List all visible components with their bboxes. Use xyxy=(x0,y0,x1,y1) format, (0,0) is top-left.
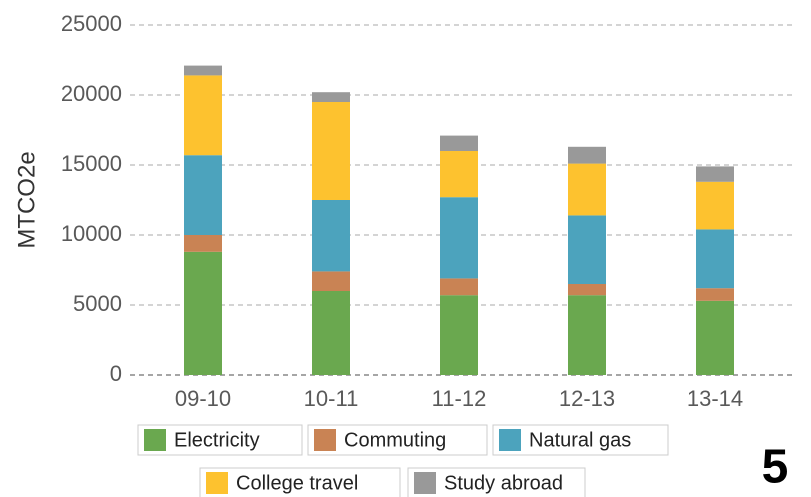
bar-segment xyxy=(696,181,734,230)
bar-segment xyxy=(568,163,606,216)
legend-swatch xyxy=(314,429,336,451)
bar-segment xyxy=(568,146,606,164)
y-tick-label: 15000 xyxy=(61,151,122,176)
bar-segment xyxy=(184,75,222,156)
legend-swatch xyxy=(499,429,521,451)
legend-label: Study abroad xyxy=(444,472,563,494)
bar-segment xyxy=(184,65,222,76)
x-tick-label: 09-10 xyxy=(175,386,231,411)
legend-swatch xyxy=(206,472,228,494)
bar-segment xyxy=(568,215,606,284)
bar-segment xyxy=(696,300,734,375)
legend-box xyxy=(199,467,401,497)
x-tick-label: 13-14 xyxy=(687,386,743,411)
y-tick-label: 0 xyxy=(110,361,122,386)
bar-segment xyxy=(696,229,734,289)
x-tick-label: 10-11 xyxy=(304,386,359,411)
legend-swatch xyxy=(414,472,436,494)
legend-box xyxy=(407,467,586,497)
bar-segment xyxy=(568,295,606,375)
bar-segment xyxy=(440,197,478,279)
legend-label: Natural gas xyxy=(529,429,631,451)
bar-segment xyxy=(184,155,222,235)
bar-segment xyxy=(184,235,222,252)
legend-label: Electricity xyxy=(174,429,260,451)
bar-segment xyxy=(696,288,734,301)
legend-box xyxy=(307,424,488,456)
bar-segment xyxy=(312,271,350,291)
annotation: 5 xyxy=(762,441,789,494)
bar-segment xyxy=(184,251,222,375)
legend-label: Commuting xyxy=(344,429,446,451)
bar-segment xyxy=(312,92,350,102)
y-tick-label: 5000 xyxy=(73,291,122,316)
y-axis-label: MTCO2e xyxy=(13,151,40,248)
x-tick-label: 11-12 xyxy=(432,386,487,411)
bar-segment xyxy=(440,278,478,296)
y-tick-label: 10000 xyxy=(61,221,122,246)
bar-segment xyxy=(440,295,478,375)
legend-label: College travel xyxy=(236,472,358,494)
bar-segment xyxy=(440,135,478,151)
bar-segment xyxy=(312,102,350,200)
bar-segment xyxy=(312,291,350,375)
legend-swatch xyxy=(144,429,166,451)
y-tick-label: 20000 xyxy=(61,81,122,106)
x-tick-label: 12-13 xyxy=(559,386,615,411)
y-tick-label: 25000 xyxy=(61,11,122,36)
bar-segment xyxy=(312,200,350,272)
bar-segment xyxy=(696,166,734,182)
legend-box xyxy=(492,424,669,456)
bar-segment xyxy=(440,151,478,198)
bar-segment xyxy=(568,284,606,296)
